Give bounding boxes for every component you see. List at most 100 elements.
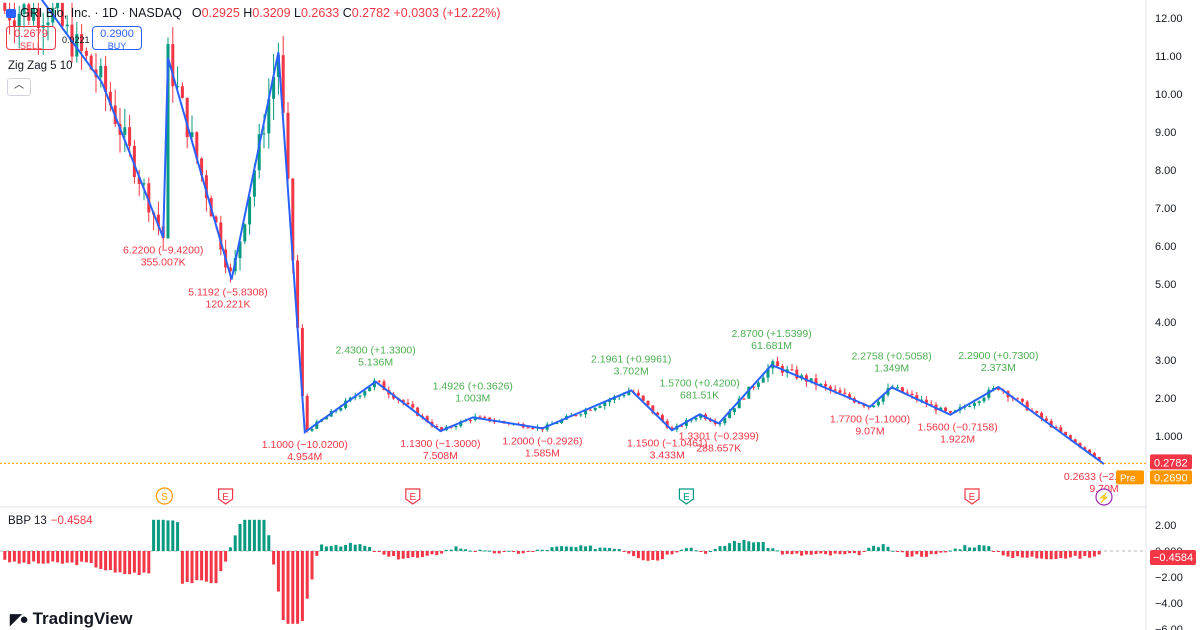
symbol-header[interactable]: GRI Bio, Inc. · 1D · NASDAQ O0.2925 H0.3… (6, 6, 501, 20)
candle-body (377, 380, 381, 382)
candle-body (790, 369, 794, 371)
bbp-bar (209, 551, 213, 584)
bbp-bar (934, 551, 938, 555)
y-tick-label: 9.00 (1155, 127, 1176, 139)
bbp-bar (996, 551, 1000, 552)
bbp-bar (545, 549, 549, 551)
last-price-label: 0.2782 (1154, 457, 1188, 469)
bbp-bar (132, 551, 136, 573)
candle-body (588, 409, 592, 411)
chevron-up-icon[interactable]: ︿ (7, 78, 31, 96)
candle-body (982, 397, 986, 402)
bbp-bar (564, 546, 568, 551)
tradingview-mark-icon: ◤● (10, 611, 29, 628)
bbp-bar (272, 551, 276, 565)
bbp-bar (574, 547, 578, 551)
candle-body (660, 415, 664, 421)
zigzag-indicator-label[interactable]: Zig Zag 5 10 (8, 60, 73, 72)
y-tick-label: 8.00 (1155, 165, 1176, 177)
candle-body (1016, 398, 1020, 400)
bbp-indicator-label[interactable]: BBP 13 −0.4584 (8, 515, 93, 527)
candle-body (27, 4, 31, 21)
candle-body (603, 402, 607, 407)
candle-body (718, 423, 722, 425)
bbp-bar (324, 546, 328, 551)
zigzag-annotations: 10.9500 (+4.7300)62.442K12.662M6.2200 (−… (123, 245, 1144, 495)
y-tick-label: 4.00 (1155, 317, 1176, 329)
bbp-bar (27, 551, 31, 565)
y-tick-label: 10.00 (1155, 89, 1183, 101)
candle-body (833, 389, 837, 391)
bbp-bar (195, 551, 199, 581)
candle-body (459, 421, 463, 427)
bbp-bar (900, 551, 904, 553)
annotation-volume: 4.954M (287, 451, 322, 463)
bbp-bar (219, 551, 223, 572)
candle-body (651, 405, 655, 413)
bbp-bar (1040, 551, 1044, 559)
annotation-price: 2.2758 (+0.5058) (851, 350, 931, 362)
spread-value: 0.0221 (62, 35, 90, 45)
bbp-bar (867, 547, 871, 551)
bbp-last-label: −0.4584 (1153, 552, 1193, 564)
bbp-bar (771, 548, 775, 551)
bbp-bar (108, 551, 112, 571)
buy-button[interactable]: 0.2900 BUY (92, 26, 142, 51)
bbp-bar (1092, 551, 1096, 557)
y-tick-label: 1.000 (1155, 431, 1183, 443)
candle-body (435, 426, 439, 428)
candle-body (406, 402, 410, 405)
candle-body (728, 412, 732, 419)
bbp-tick-label: −6.00 (1155, 624, 1183, 630)
candle-body (584, 409, 588, 415)
bbp-bar (627, 551, 631, 554)
event-markers[interactable]: S E E E E ⚡ (155, 487, 1113, 506)
candle-body (483, 416, 487, 418)
candle-body (204, 175, 208, 199)
bbp-bar (17, 551, 21, 564)
bbp-bar (507, 550, 511, 552)
bbp-bar (420, 551, 424, 557)
annotation-volume: 1.585M (525, 447, 560, 459)
bbp-bar (171, 520, 175, 551)
candle-body (80, 34, 84, 51)
sell-button[interactable]: 0.2679 SELL (6, 26, 56, 51)
bbp-bar (982, 545, 986, 551)
annotation-price: 5.1192 (−5.8308) (188, 286, 268, 298)
candle-body (641, 395, 645, 401)
bbp-bar (804, 551, 808, 555)
bbp-bar (718, 546, 722, 551)
candle-body (944, 407, 948, 412)
bbp-bar (612, 548, 616, 551)
candle-body (84, 50, 88, 56)
tradingview-logo[interactable]: ◤● TradingView (10, 609, 132, 629)
symbol-title[interactable]: GRI Bio, Inc. · 1D · NASDAQ (20, 6, 182, 20)
candle-body (401, 400, 405, 403)
candle-body (132, 145, 136, 178)
bbp-bar (742, 539, 746, 551)
candle-body (1088, 449, 1092, 454)
bbp-bar (152, 519, 156, 551)
bbp-bar (411, 551, 415, 558)
bbp-bar (8, 551, 12, 563)
candle-body (411, 404, 415, 408)
bbp-histogram: 2.000.000−2.00−4.00−6.00−0.4584 (0, 519, 1196, 630)
bbp-bar (896, 551, 900, 552)
bbp-bar (70, 551, 74, 563)
bbp-bar (1097, 551, 1101, 555)
candle-body (646, 400, 650, 406)
y-tick-label: 2.00 (1155, 393, 1176, 405)
bbp-bar (1044, 551, 1048, 560)
zigzag-line (40, 0, 1105, 465)
bbp-bar (36, 551, 40, 564)
zigzag-path (40, 0, 1105, 465)
candle-body (968, 406, 972, 408)
annotation-price: 1.5600 (−0.7158) (917, 422, 997, 434)
candle-body (358, 395, 362, 397)
candle-body (896, 387, 900, 389)
candle-body (996, 387, 1000, 390)
event-label: E (409, 492, 416, 503)
candle-body (238, 241, 242, 259)
